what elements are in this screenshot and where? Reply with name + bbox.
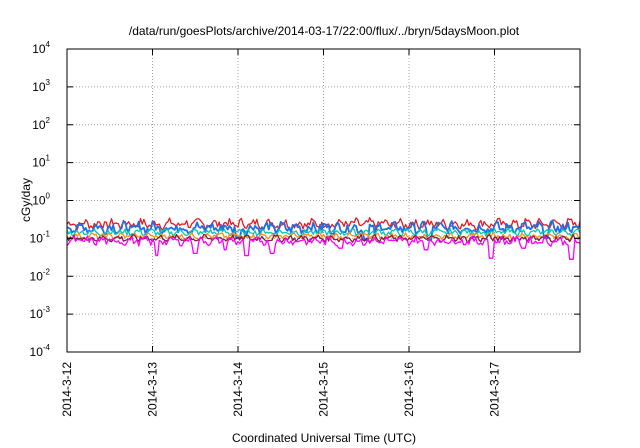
y-tick-label: 104 bbox=[32, 40, 50, 56]
x-tick-label: 2014-3-17 bbox=[488, 362, 502, 417]
y-tick-label: 101 bbox=[32, 154, 50, 170]
y-tick-label: 10-2 bbox=[30, 267, 51, 283]
grid bbox=[67, 49, 580, 352]
y-tick-label: 102 bbox=[32, 116, 50, 132]
y-tick-label: 100 bbox=[32, 192, 50, 208]
y-axis: 10-4 10-3 10-2 10-1 100 101 102 103 104 bbox=[30, 40, 580, 359]
x-tick-label: 2014-3-13 bbox=[146, 362, 160, 417]
series-line bbox=[66, 231, 581, 241]
x-axis-label: Coordinated Universal Time (UTC) bbox=[232, 431, 416, 445]
y-tick-label: 10-3 bbox=[30, 305, 51, 321]
y-tick-label: 10-4 bbox=[30, 343, 51, 359]
series-line bbox=[66, 219, 581, 241]
y-tick-label: 103 bbox=[32, 78, 50, 94]
series-line bbox=[66, 227, 581, 237]
y-tick-label: 10-1 bbox=[30, 229, 51, 245]
y-axis-label: cGy/day bbox=[19, 178, 33, 222]
series-lines bbox=[66, 217, 581, 260]
x-tick-label: 2014-3-15 bbox=[317, 362, 331, 417]
x-axis: 2014-3-12 2014-3-13 2014-3-14 2014-3-15 2014… bbox=[60, 49, 502, 417]
chart-title: /data/run/goesPlots/archive/2014-03-17/2… bbox=[129, 24, 520, 38]
x-tick-label: 2014-3-14 bbox=[231, 362, 245, 417]
series-line bbox=[66, 235, 581, 260]
x-tick-label: 2014-3-12 bbox=[60, 362, 74, 417]
x-tick-label: 2014-3-16 bbox=[402, 362, 416, 417]
